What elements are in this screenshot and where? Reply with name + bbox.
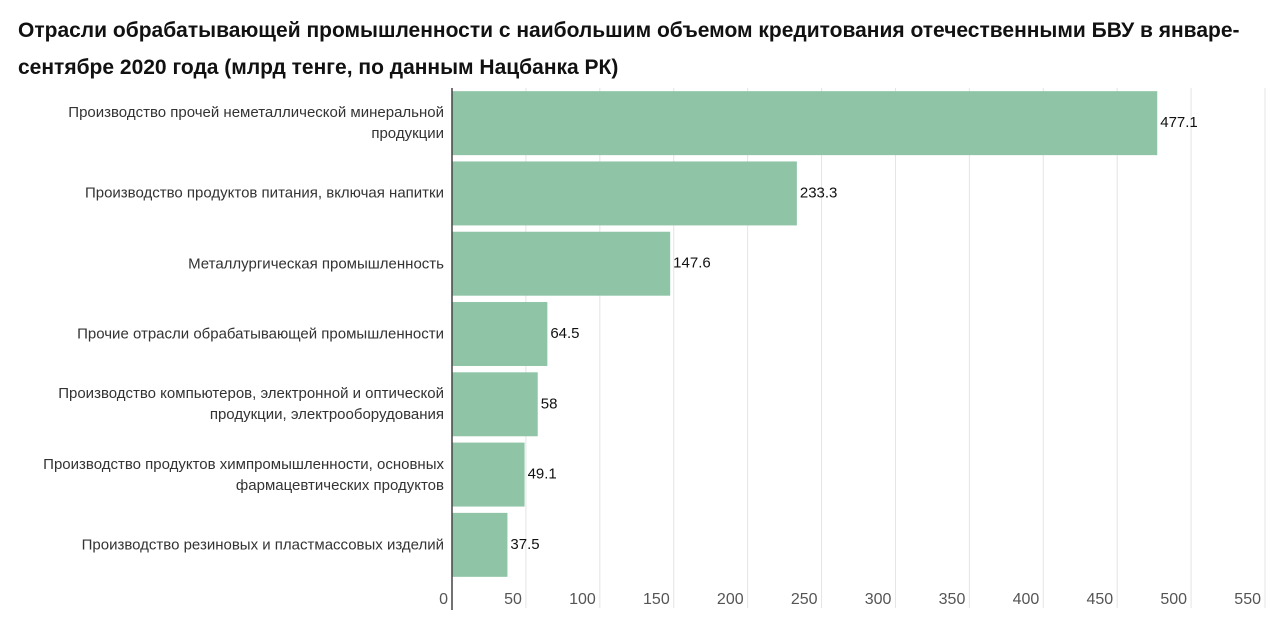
bar: [452, 231, 671, 296]
x-tick-label: 500: [1160, 591, 1187, 608]
bar: [452, 302, 548, 366]
bar: [452, 442, 525, 507]
y-tick-label: Производство продуктов химпромышленности…: [43, 455, 444, 494]
x-tick-label: 50: [504, 591, 522, 608]
y-tick-label: Металлургическая промышленность: [188, 255, 444, 273]
y-tick-label: Производство компьютеров, электронной и …: [58, 385, 444, 424]
bar: [452, 91, 1158, 156]
value-label: 37.5: [510, 536, 539, 553]
x-tick-label: 0: [439, 591, 448, 608]
x-tick-label: 450: [1086, 591, 1113, 608]
chart-title: Отрасли обрабатывающей промышленности с …: [18, 19, 1240, 79]
x-tick-label: 250: [791, 591, 818, 608]
value-label: 147.6: [673, 255, 711, 272]
value-label: 64.5: [550, 325, 579, 342]
y-tick-label: Производство прочей неметаллической мине…: [68, 104, 444, 143]
bar: [452, 372, 538, 437]
x-tick-label: 350: [939, 591, 966, 608]
value-label: 58: [541, 395, 558, 412]
value-label: 477.1: [1160, 114, 1198, 131]
x-tick-label: 550: [1234, 591, 1261, 608]
value-label: 49.1: [528, 466, 557, 483]
x-tick-label: 300: [865, 591, 892, 608]
x-tick-label: 200: [717, 591, 744, 608]
x-tick-label: 100: [569, 591, 596, 608]
y-tick-label: Производство продуктов питания, включая …: [84, 184, 444, 202]
bar: [452, 512, 508, 577]
y-tick-label: Производство резиновых и пластмассовых и…: [81, 536, 444, 554]
value-label: 233.3: [800, 184, 838, 201]
x-tick-label: 400: [1013, 591, 1040, 608]
x-tick-label: 150: [643, 591, 670, 608]
y-tick-label: Прочие отрасли обрабатывающей промышленн…: [77, 325, 444, 343]
bar: [452, 161, 797, 226]
